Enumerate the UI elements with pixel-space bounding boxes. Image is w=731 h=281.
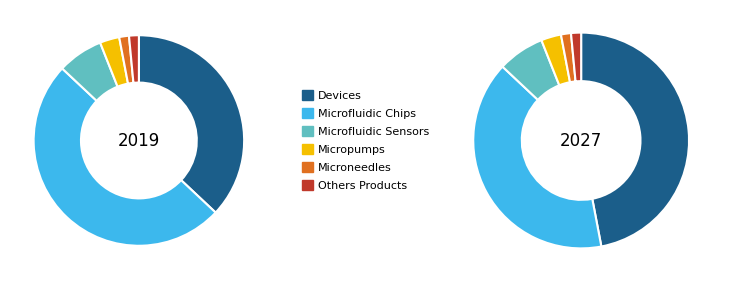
Wedge shape	[34, 69, 216, 246]
Circle shape	[81, 83, 197, 198]
Legend: Devices, Microfluidic Chips, Microfluidic Sensors, Micropumps, Microneedles, Oth: Devices, Microfluidic Chips, Microfluidi…	[297, 86, 434, 195]
Wedge shape	[581, 33, 689, 246]
Circle shape	[522, 81, 640, 200]
Wedge shape	[139, 35, 244, 212]
Wedge shape	[502, 40, 559, 100]
Wedge shape	[119, 36, 134, 84]
Wedge shape	[571, 33, 581, 81]
Text: 2027: 2027	[560, 132, 602, 149]
Wedge shape	[129, 35, 139, 83]
Wedge shape	[62, 43, 118, 101]
Text: 2019: 2019	[118, 132, 160, 149]
Wedge shape	[542, 35, 570, 85]
Wedge shape	[473, 67, 602, 248]
Wedge shape	[100, 37, 128, 87]
Wedge shape	[561, 33, 575, 82]
